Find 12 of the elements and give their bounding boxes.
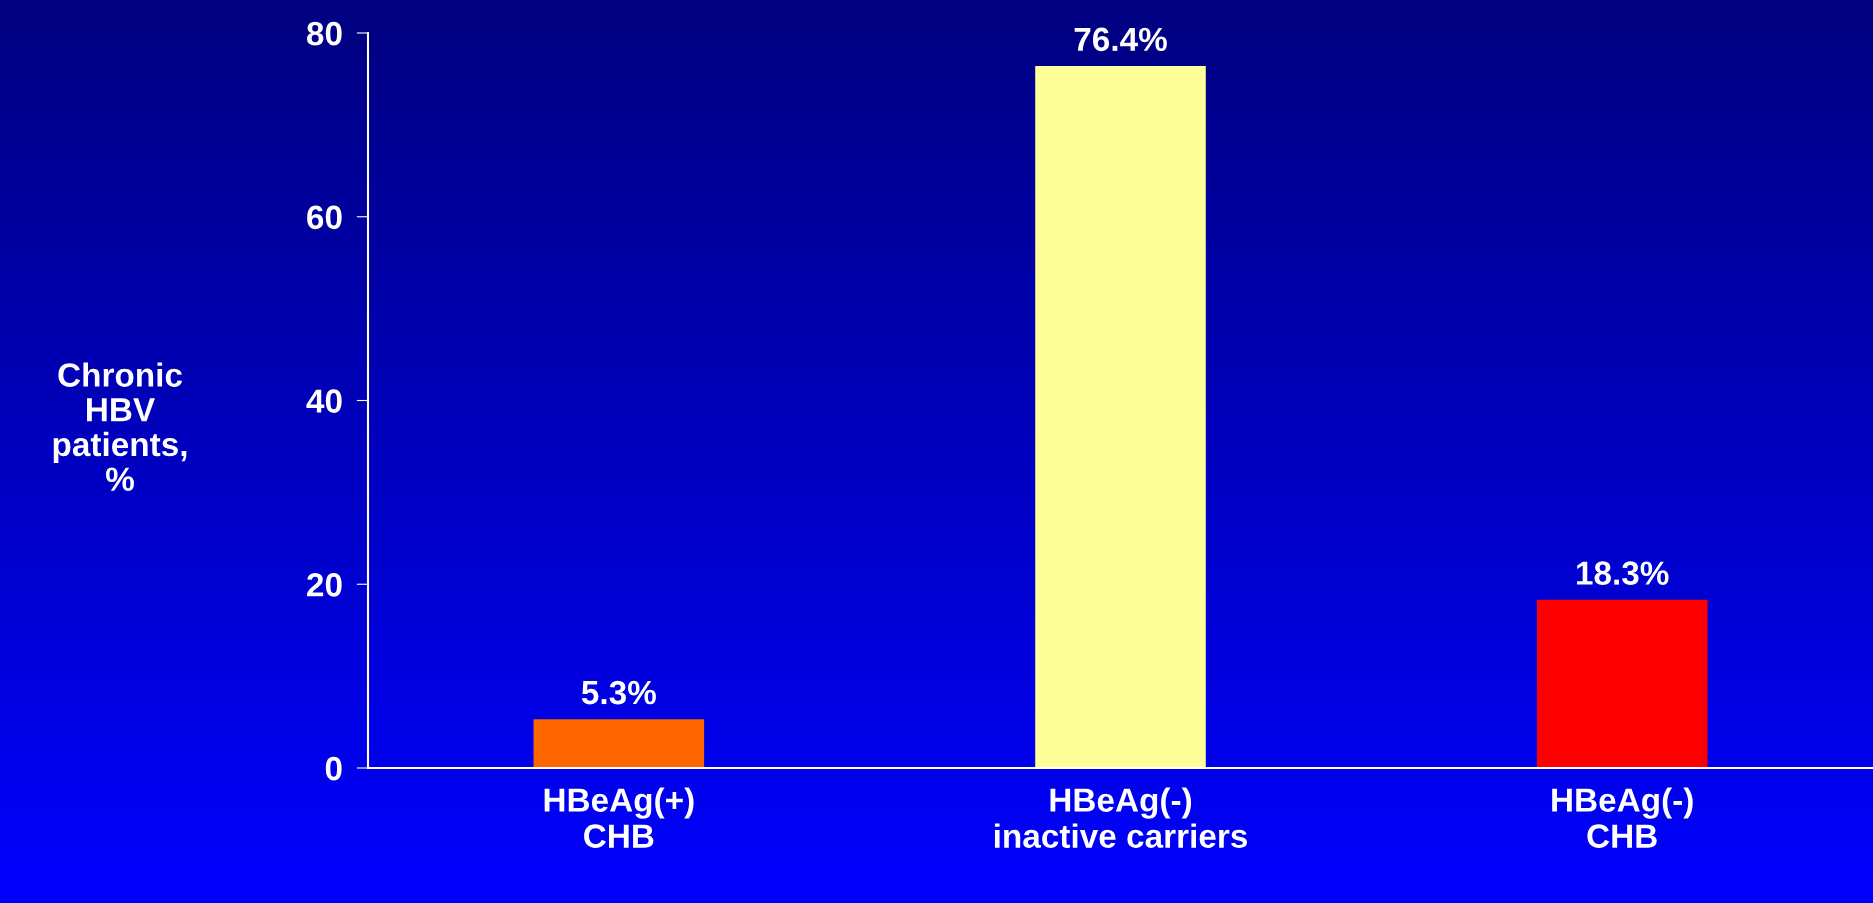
y-tick-label: 40 bbox=[306, 389, 342, 413]
x-tick-label: HBeAg(-) inactive carriers bbox=[994, 787, 1248, 848]
data-label: 18.3% bbox=[1577, 561, 1669, 585]
x-tick-label: HBeAg(-) CHB bbox=[1552, 787, 1693, 848]
y-tick-label: 80 bbox=[306, 21, 342, 46]
y-tick-label: 20 bbox=[307, 573, 342, 597]
data-label: 76.4% bbox=[1074, 27, 1167, 52]
y-axis-title: Chronic HBV patients, % bbox=[53, 362, 187, 491]
y-tick-label: 60 bbox=[307, 205, 342, 230]
x-tick-label: HBeAg(+) CHB bbox=[544, 787, 694, 848]
data-label: 5.3% bbox=[581, 680, 656, 705]
y-tick-label: 0 bbox=[325, 756, 342, 781]
